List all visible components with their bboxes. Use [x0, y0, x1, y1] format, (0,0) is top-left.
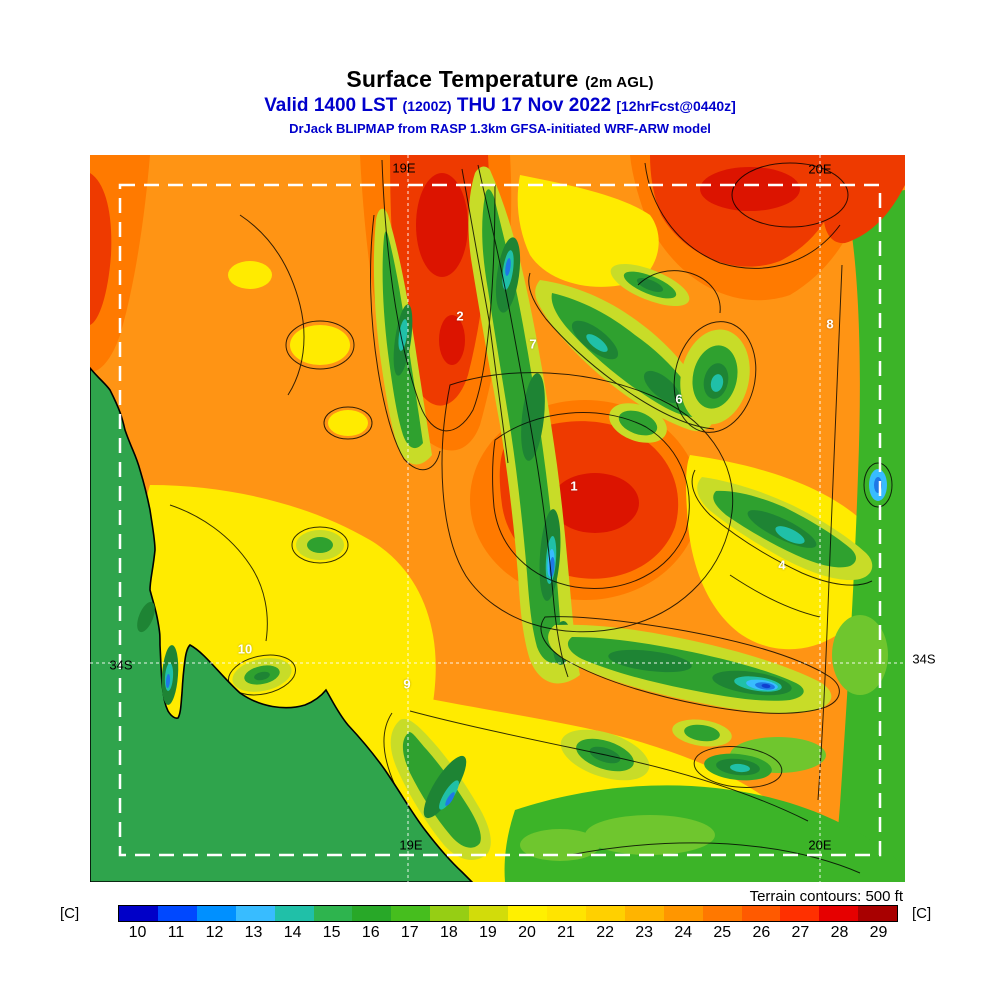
temperature-map-canvas[interactable] [90, 155, 905, 882]
valid-prefix: Valid 1400 LST [264, 95, 398, 116]
colorbar-tick-label: 22 [596, 924, 614, 941]
colorbar-cell [858, 906, 898, 921]
page-title: Surface Temperature (2m AGL) [0, 66, 1000, 93]
valid-fcst: [12hrFcst@0440z] [616, 98, 736, 114]
colorbar-cell [274, 906, 314, 921]
colorbar-tick-label: 27 [791, 924, 810, 941]
colorbar-tick-label: 26 [752, 924, 771, 941]
map-area: 19E 20E 34S 34S 19E 20E 2 7 6 8 1 4 10 9 Terrain cont… [0, 155, 1000, 905]
title-suffix: (2m AGL) [585, 74, 654, 91]
colorbar-tick-label: 25 [713, 924, 732, 941]
colorbar-cell [469, 906, 509, 921]
colorbar-cell [819, 906, 859, 921]
colorbar-cell [196, 906, 236, 921]
model-line: DrJack BLIPMAP from RASP 1.3km GFSA-init… [289, 121, 711, 136]
colorbar-cell [157, 906, 197, 921]
terrain-contours-note: Terrain contours: 500 ft [749, 888, 903, 905]
title-text: Surface Temperature [346, 66, 579, 92]
colorbar-unit-left: [C] [60, 905, 80, 922]
colorbar-cell [391, 906, 431, 921]
colorbar-cell [702, 906, 742, 921]
colorbar-tick-label: 23 [635, 924, 654, 941]
colorbar-cell [663, 906, 703, 921]
header: Surface Temperature (2m AGL) Valid 1400 … [0, 0, 1000, 155]
colorbar-cell [430, 906, 470, 921]
colorbar-tick-label: 13 [244, 924, 263, 941]
colorbar-tick-label: 21 [557, 924, 575, 941]
colorbar-tick-label: 29 [869, 924, 888, 941]
colorbar-tick-label: 16 [361, 924, 380, 941]
colorbar-cell [119, 906, 158, 921]
colorbar-tick-label: 12 [205, 924, 224, 941]
colorbar-tick-label: 20 [518, 924, 536, 941]
colorbar-tick-label: 28 [830, 924, 849, 941]
colorbar-cell [352, 906, 392, 921]
colorbar-cell [235, 906, 275, 921]
colorbar-unit-right: [C] [912, 905, 932, 922]
colorbar-cell [624, 906, 664, 921]
colorbar: [C] [C] 10 11 12 13 14 15 16 17 18 19 20 21 22 23 24 25… [0, 903, 1000, 963]
colorbar-tick-label: 11 [167, 924, 185, 941]
valid-zulu: (1200Z) [402, 98, 452, 114]
map-frame: 19E 20E 34S 34S 19E 20E 2 7 6 8 1 4 10 9 [90, 155, 936, 882]
colorbar-tick-label: 15 [322, 924, 341, 941]
colorbar-tick-label: 19 [479, 924, 497, 941]
colorbar-cell [508, 906, 547, 921]
colorbar-tick-label: 18 [439, 924, 458, 941]
colorbar-cell [741, 906, 781, 921]
valid-time-line: Valid 1400 LST (1200Z) THU 17 Nov 2022 [… [0, 95, 1000, 117]
colorbar-cell [313, 906, 353, 921]
colorbar-cell [585, 906, 625, 921]
colorbar-cells [118, 905, 898, 922]
colorbar-cell [546, 906, 586, 921]
colorbar-tick-label: 17 [400, 924, 419, 941]
colorbar-tick-label: 10 [128, 924, 147, 941]
colorbar-cell [780, 906, 820, 921]
colorbar-tick-label: 24 [674, 924, 693, 941]
colorbar-ticks: 10 11 12 13 14 15 16 17 18 19 20 21 22 23 24 25 26 27 28 29 [118, 924, 898, 942]
grid-coordinate-label: 34S [912, 651, 936, 667]
valid-date: THU 17 Nov 2022 [456, 95, 612, 116]
colorbar-tick-label: 14 [283, 924, 302, 941]
